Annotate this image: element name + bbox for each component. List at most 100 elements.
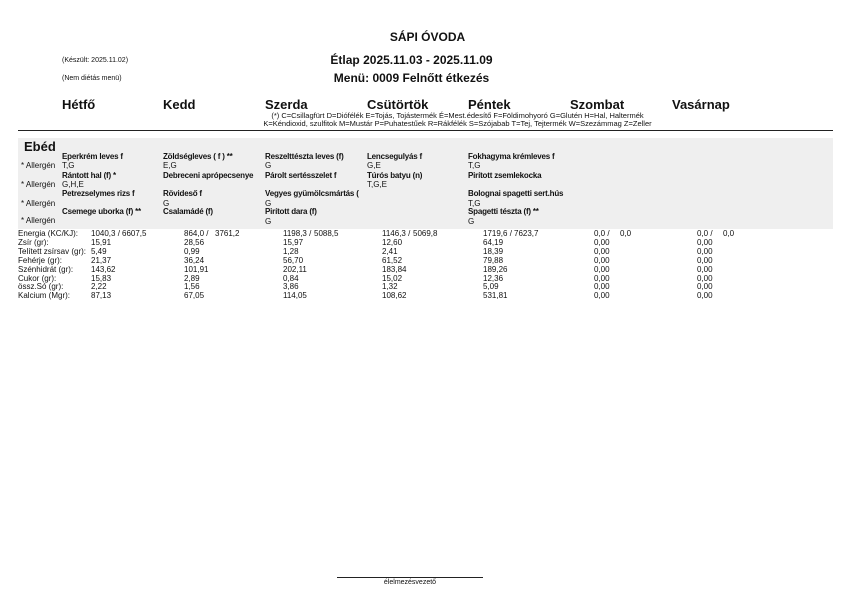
dish-allergens: T,G: [468, 199, 481, 208]
day-header: Kedd: [163, 97, 196, 112]
signature-label: élelmezésvezető: [383, 579, 437, 586]
day-header: Szombat: [570, 97, 625, 112]
nutrient-value: 531,81: [483, 291, 508, 301]
dish-name: Túrós batyu (n): [367, 171, 423, 180]
nutrient-value: 64,19: [483, 237, 504, 247]
energy-kj: 7623,7: [514, 229, 539, 238]
energy-kj: 3761,2: [215, 229, 240, 238]
dish-allergens: G,H,E: [62, 180, 84, 189]
day-header: Hétfő: [62, 97, 96, 112]
nutrient-value: 0,00: [697, 246, 713, 256]
nutrient-label: Telített zsírsav (gr):: [18, 246, 87, 256]
nutrient-value: 12,60: [382, 237, 403, 247]
nutrient-value: 0,00: [697, 291, 713, 301]
energy-kcal: 1198,3 /: [283, 229, 312, 238]
nutrient-value: 12,36: [483, 273, 504, 283]
nutrient-value: 1,32: [382, 282, 398, 292]
nutrient-value: 15,91: [91, 237, 112, 247]
energy-kcal: 0,0 /: [697, 229, 713, 238]
created-date: (Készült: 2025.11.02): [62, 57, 129, 64]
nutrient-value: 0,00: [697, 282, 713, 292]
dish-name: Rövideső f: [163, 189, 202, 198]
day-header: Péntek: [468, 97, 511, 112]
header-divider: [18, 130, 833, 131]
nutrient-value: 5,09: [483, 282, 499, 292]
energy-kcal: 1040,3 /: [91, 229, 120, 238]
nutrient-label: Szénhidrát (gr):: [18, 264, 74, 274]
nutrient-value: 0,00: [697, 273, 713, 283]
menu-name: Menü: 0009 Felnőtt étkezés: [333, 71, 490, 85]
nutrient-value: 0,00: [697, 237, 713, 247]
meal-band: [18, 138, 833, 229]
allergen-legend-1: (*) C=Csillagfürt D=Diófélék E=Tojás, To…: [271, 111, 644, 120]
signature-line: [337, 577, 483, 578]
nutrient-value: 0,00: [697, 255, 713, 265]
nutrient-value: 79,88: [483, 255, 504, 265]
dish-allergens: E,G: [163, 161, 177, 170]
dish-allergens: T,G,E: [367, 180, 388, 189]
nutrient-label: Kalcium (Mgr):: [18, 291, 71, 301]
dish-name: Lencsegulyás f: [367, 152, 423, 161]
dish-name: Spagetti tészta (f) **: [468, 207, 539, 216]
nutrient-value: 3,86: [283, 282, 299, 292]
nutrient-value: 18,39: [483, 246, 504, 256]
dish-allergens: T,G: [62, 161, 75, 170]
dish-allergens: G: [468, 217, 475, 226]
menu-period: Étlap 2025.11.03 - 2025.11.09: [330, 53, 493, 67]
dish-name: Zöldségleves ( f ) **: [163, 152, 233, 161]
dish-name: Bolognai spagetti sert.hús: [468, 189, 564, 198]
nutrient-value: 2,41: [382, 246, 398, 256]
nutrient-value: 183,84: [382, 264, 407, 274]
nutrient-value: 28,56: [184, 237, 205, 247]
nutrient-value: 36,24: [184, 255, 205, 265]
dish-name: Pirított dara (f): [265, 207, 317, 216]
org-name: SÁPI ÓVODA: [389, 30, 466, 44]
energy-kj: 6607,5: [122, 229, 147, 238]
day-header: Vasárnap: [672, 97, 730, 112]
allergen-legend-2: K=Kéndioxid, szulfitok M=Mustár P=Puhate…: [263, 119, 652, 128]
energy-kcal: 0,0 /: [594, 229, 610, 238]
nutrient-value: 143,62: [91, 264, 116, 274]
nutrient-value: 0,00: [594, 273, 610, 283]
nutrient-label: Zsír (gr):: [18, 237, 49, 247]
energy-kj: 5069,8: [413, 229, 438, 238]
energy-kj: 0,0: [620, 229, 632, 238]
nutrient-value: 108,62: [382, 291, 407, 301]
allergen-label: * Allergén: [21, 199, 56, 208]
meal-name: Ebéd: [24, 139, 56, 154]
nutrient-value: 0,00: [594, 291, 610, 301]
dish-name: Petrezselymes rizs f: [62, 189, 135, 198]
dish-name: Eperkrém leves f: [62, 152, 123, 161]
nutrient-value: 61,52: [382, 255, 403, 265]
nutrient-value: 87,13: [91, 291, 112, 301]
dish-name: Fokhagyma krémleves f: [468, 152, 555, 161]
dish-name: Csalamádé (f): [163, 207, 213, 216]
energy-kj: 5088,5: [314, 229, 339, 238]
nutrient-value: 2,22: [91, 282, 107, 292]
nutrient-value: 2,89: [184, 273, 200, 283]
nutrient-value: 1,56: [184, 282, 200, 292]
nutrient-value: 0,00: [594, 246, 610, 256]
nutrient-value: 0,00: [697, 264, 713, 274]
dish-allergens: G: [163, 199, 170, 208]
nutrient-label: Fehérje (gr):: [18, 255, 63, 265]
dish-allergens: G: [265, 199, 272, 208]
nutrient-label: össz.Só (gr):: [18, 282, 64, 292]
nutrient-value: 0,00: [594, 237, 610, 247]
nutrient-value: 15,02: [382, 273, 403, 283]
dish-name: Reszelttészta leves (f): [265, 152, 344, 161]
nutrient-value: 67,05: [184, 291, 205, 301]
day-header: Csütörtök: [367, 97, 429, 112]
dish-allergens: G,E: [367, 161, 381, 170]
energy-kcal: 1146,3 /: [382, 229, 411, 238]
nutrient-value: 101,91: [184, 264, 209, 274]
dish-allergens: T,G: [468, 161, 481, 170]
dish-allergens: G: [265, 161, 272, 170]
day-header: Szerda: [265, 97, 308, 112]
nutrient-value: 1,28: [283, 246, 299, 256]
nutrient-value: 202,11: [283, 264, 307, 274]
nutrient-value: 0,00: [594, 264, 610, 274]
nutrient-label: Cukor (gr):: [18, 273, 57, 283]
nutrient-value: 0,00: [594, 255, 610, 265]
